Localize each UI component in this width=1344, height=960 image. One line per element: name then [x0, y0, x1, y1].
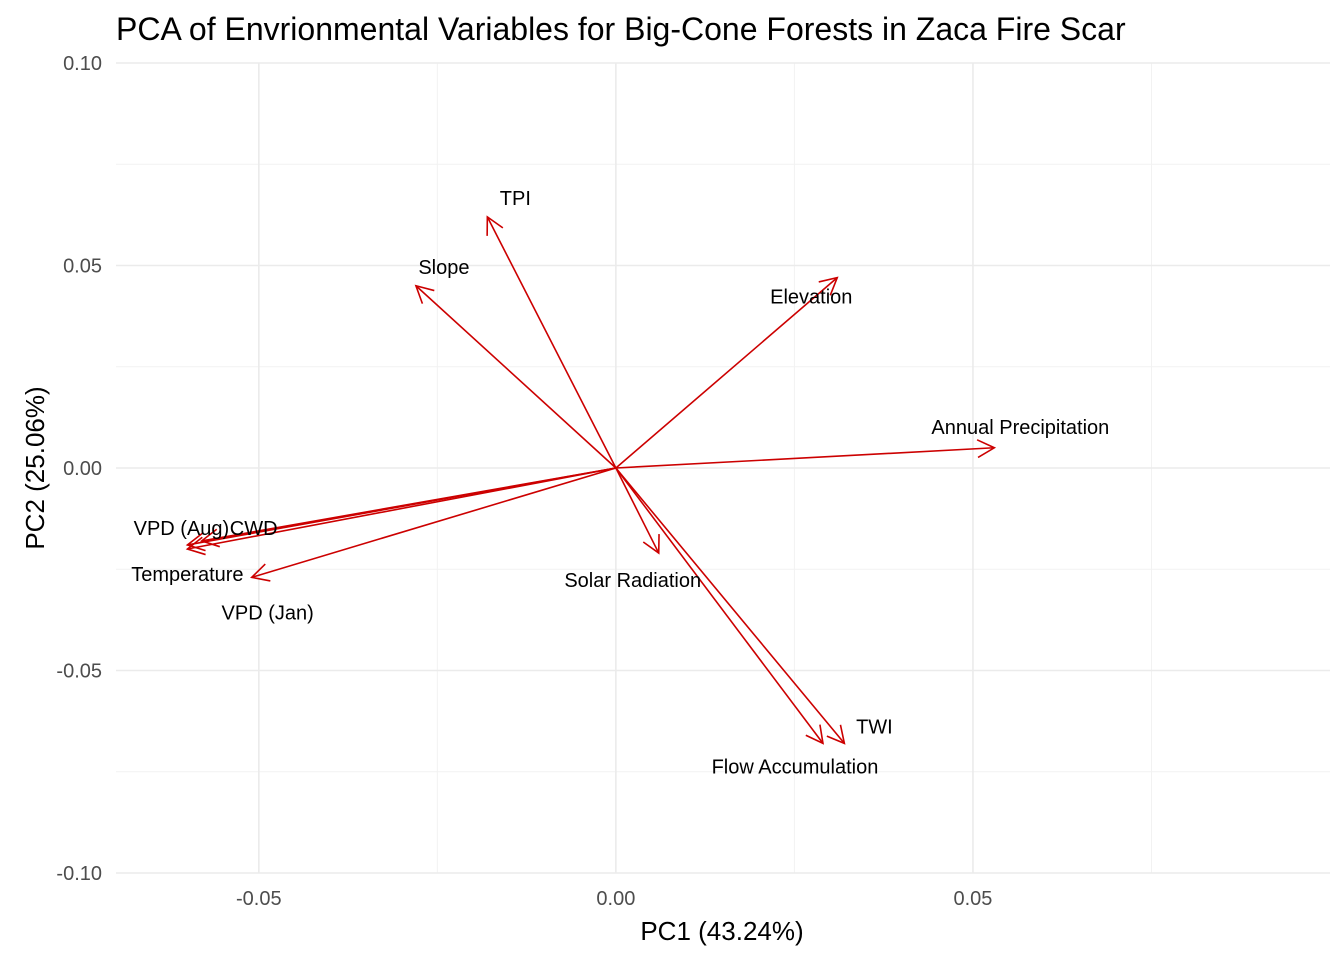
arrow-head	[826, 724, 846, 745]
chart-title: PCA of Envrionmental Variables for Big-C…	[116, 11, 1126, 47]
arrow-shaft	[615, 467, 824, 744]
arrow-shaft	[201, 467, 617, 542]
arrow-head	[976, 439, 997, 459]
arrow-shaft	[615, 277, 838, 469]
arrow-shaft	[615, 467, 846, 744]
vector-label: VPD (Aug)	[134, 518, 230, 540]
y-tick-label: -0.10	[56, 863, 102, 885]
arrow-head	[185, 532, 206, 552]
arrow-shaft	[615, 467, 660, 554]
y-tick-label: -0.05	[56, 661, 102, 683]
loading-vectors	[185, 215, 997, 745]
arrow-head	[805, 724, 825, 745]
x-tick-label: 0.00	[596, 888, 635, 910]
arrow-shaft	[486, 216, 617, 469]
arrow-head	[414, 284, 435, 304]
arrow-shaft	[251, 467, 617, 579]
vector-label: Flow Accumulation	[712, 756, 879, 778]
arrow-shaft	[415, 285, 617, 469]
arrow-head	[185, 536, 206, 556]
y-tick-label: 0.10	[63, 53, 102, 75]
loading-arrow	[615, 467, 660, 555]
arrow-head	[818, 276, 839, 296]
vector-label: Annual Precipitation	[931, 417, 1109, 439]
y-tick-label: 0.05	[63, 256, 102, 278]
vector-label: Solar Radiation	[564, 570, 701, 592]
vector-label: TPI	[500, 188, 531, 210]
loading-arrow	[615, 439, 997, 469]
loading-arrow	[185, 467, 617, 556]
vector-label: TWI	[856, 716, 893, 738]
loading-arrow	[250, 467, 617, 582]
vector-label: VPD (Jan)	[222, 602, 314, 624]
vector-label: Elevation	[770, 287, 852, 309]
x-tick-label: -0.05	[236, 888, 282, 910]
loading-arrow	[414, 284, 617, 469]
loading-arrow	[486, 215, 617, 469]
loading-arrow	[615, 276, 839, 469]
arrow-head	[642, 534, 660, 555]
arrow-head	[486, 215, 504, 236]
arrow-shaft	[187, 467, 617, 550]
y-axis-title: PC2 (25.06%)	[20, 386, 50, 549]
arrow-head	[250, 563, 271, 582]
y-tick-label: 0.00	[63, 458, 102, 480]
vector-labels: TPI Slope Elevation Annual Precipitation VPD…	[131, 188, 1109, 779]
tick-labels: -0.05 0.00 0.05 -0.10 -0.05 0.00 0.05 0.10	[56, 53, 992, 910]
x-tick-label: 0.05	[953, 888, 992, 910]
vector-label: Slope	[418, 257, 469, 279]
loading-arrow	[615, 467, 825, 745]
loading-arrow	[615, 467, 846, 745]
vector-label: Temperature	[131, 564, 243, 586]
gridlines	[116, 62, 1330, 874]
vector-label: CWD	[230, 518, 278, 540]
arrow-shaft	[615, 446, 995, 469]
x-axis-title: PC1 (43.24%)	[640, 916, 803, 946]
